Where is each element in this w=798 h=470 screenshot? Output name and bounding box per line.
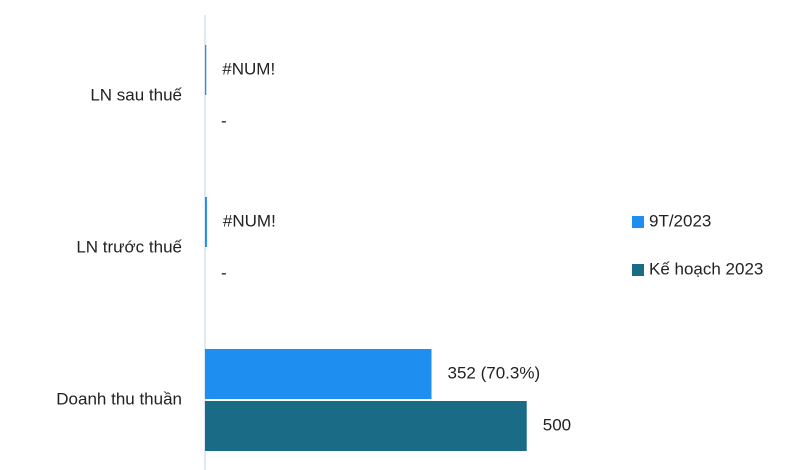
bar — [205, 45, 207, 95]
data-label: #NUM! — [223, 211, 276, 230]
legend-label: Kế hoạch 2023 — [649, 259, 763, 278]
data-label: 352 (70.3%) — [448, 363, 541, 382]
category-label: Doanh thu thuần — [56, 389, 182, 408]
data-label: - — [221, 111, 227, 130]
data-label: - — [221, 263, 227, 282]
bar — [205, 197, 207, 247]
category-label: LN sau thuế — [90, 85, 182, 104]
legend-label: 9T/2023 — [649, 211, 711, 230]
bar — [205, 349, 432, 399]
category-label: LN trước thuế — [76, 237, 182, 256]
data-label: 500 — [543, 415, 571, 434]
legend-swatch — [632, 264, 644, 276]
bar — [205, 401, 527, 451]
legend-swatch — [632, 216, 644, 228]
data-label: #NUM! — [222, 59, 275, 78]
